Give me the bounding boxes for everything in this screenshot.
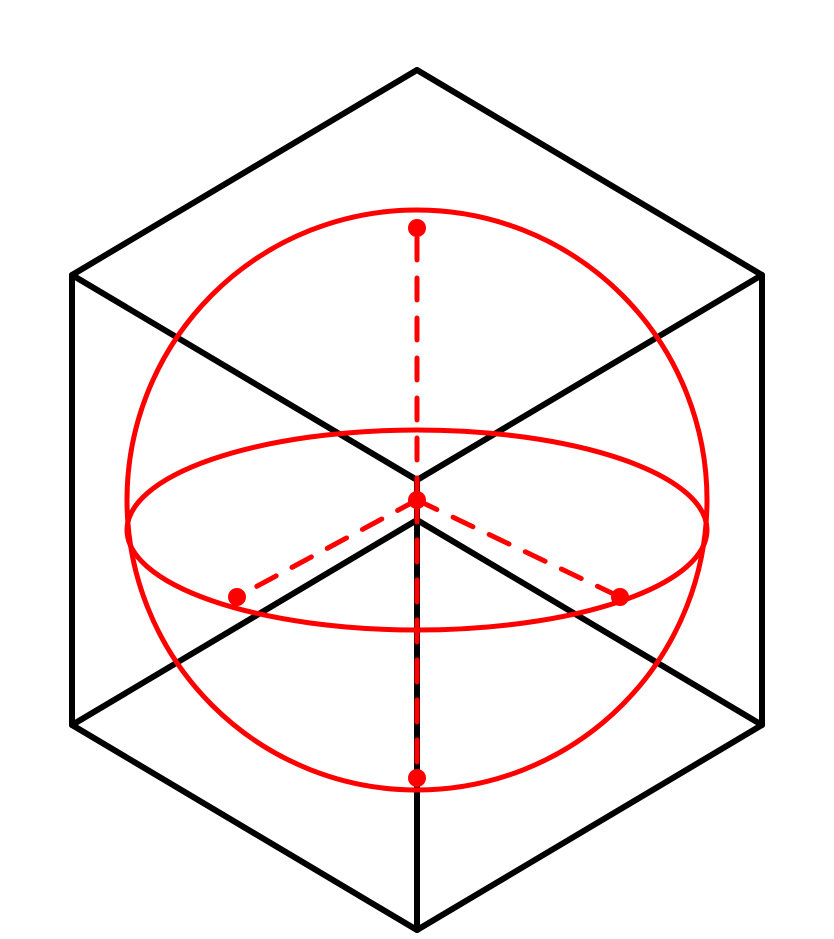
cube-edge [417,725,762,930]
cube-edge [72,725,417,930]
diagram-canvas [0,0,834,939]
cube-edge [417,520,762,725]
cube-edge [72,70,417,275]
cube-edge [417,70,762,275]
sphere-point-center [408,491,426,509]
cube-edge [72,520,417,725]
sphere-point-top [408,219,426,237]
radius-line [237,500,417,597]
sphere-point-right_mid [611,588,629,606]
sphere-point-left_mid [228,588,246,606]
sphere-point-bottom [408,769,426,787]
